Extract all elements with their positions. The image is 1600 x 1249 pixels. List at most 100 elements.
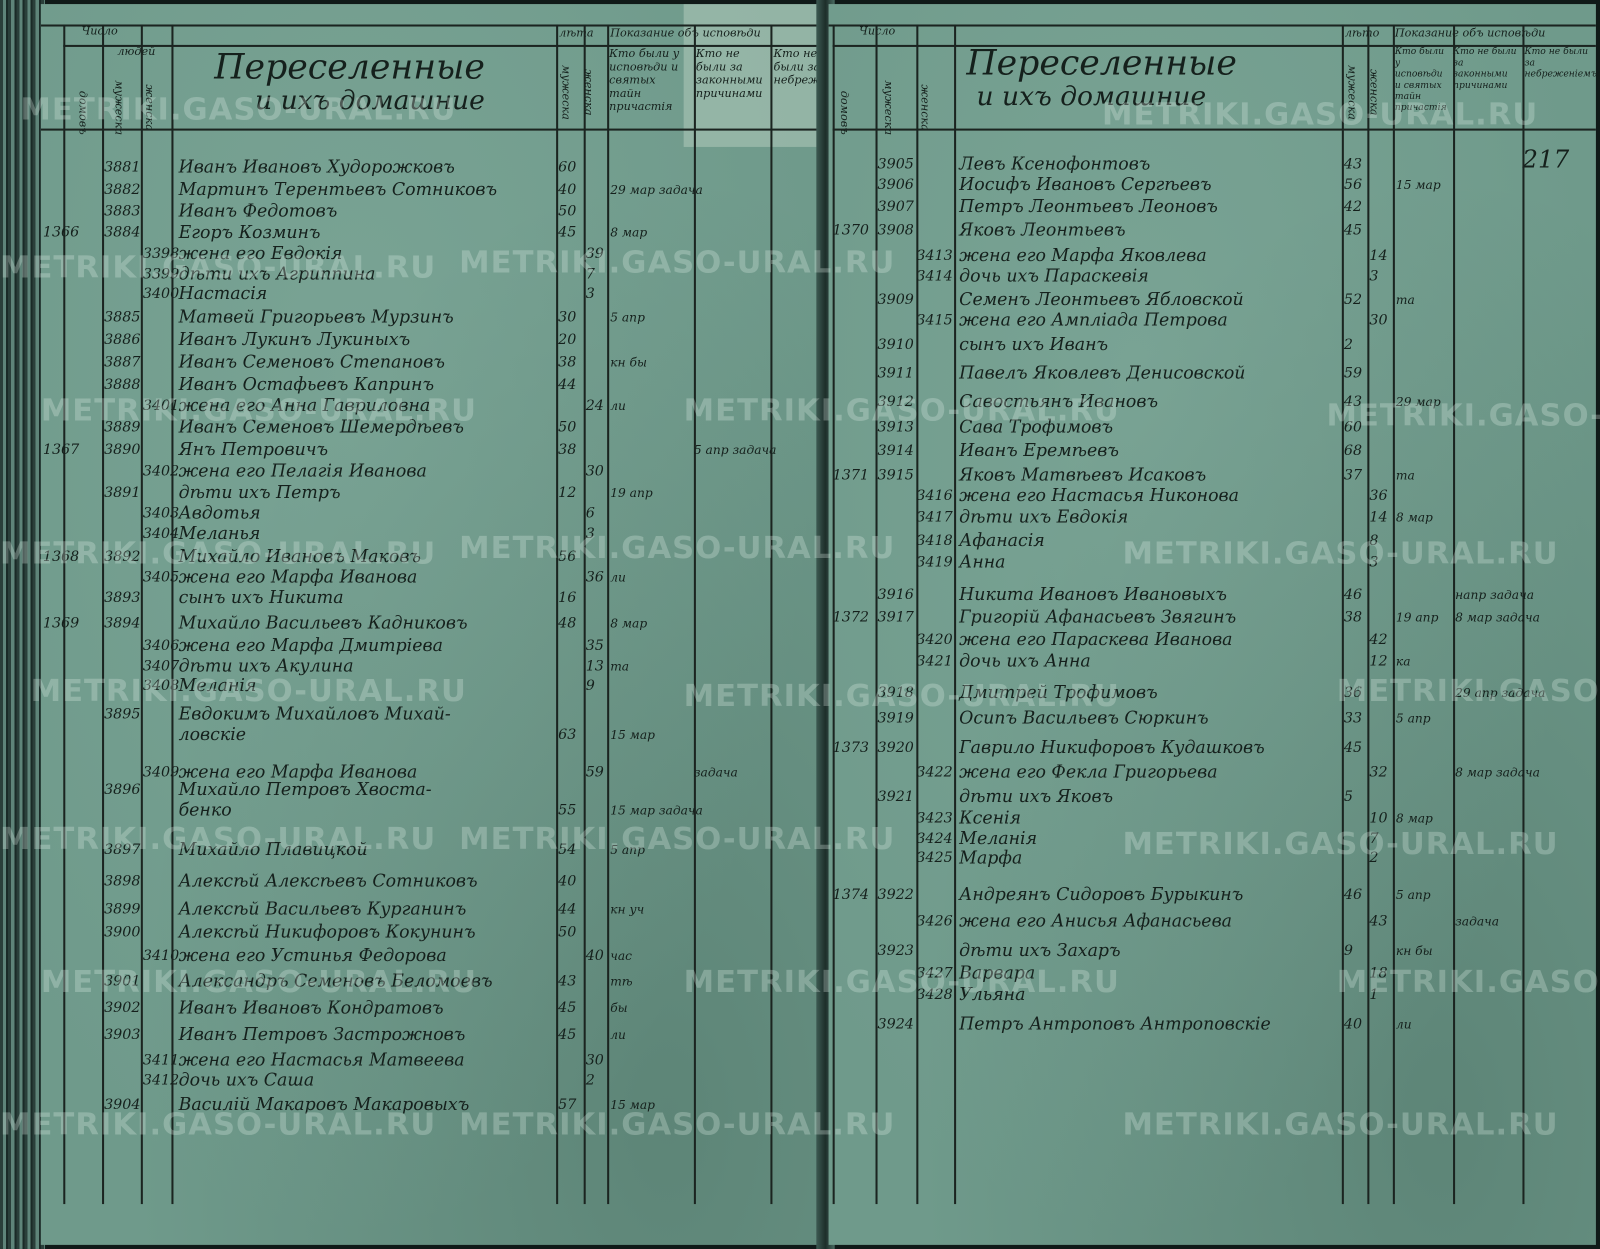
person-name: дочь ихъ Анна (959, 651, 1091, 672)
age-female: 1 (1369, 986, 1379, 1004)
female-register-number: 3420 (916, 631, 953, 648)
header-people: людей (117, 44, 156, 59)
header-rule (828, 24, 1596, 27)
confession-note: 15 мар задача (610, 803, 703, 818)
female-register-number: 3414 (916, 268, 953, 285)
female-register-number: 3427 (916, 965, 953, 982)
age-male: 46 (1343, 886, 1363, 904)
header-count: Число (859, 24, 896, 38)
male-register-number: 3885 (104, 309, 141, 326)
absence-note: задача (693, 765, 738, 780)
absence-note: 29 апр задача (1455, 685, 1546, 700)
absence-note: 5 апр задача (693, 442, 777, 458)
person-name: жена его Настасья Никонова (959, 485, 1239, 507)
age-male: 57 (558, 1096, 577, 1114)
household-number: 1370 (832, 222, 870, 239)
male-register-number: 3884 (104, 224, 141, 241)
person-name: Авдотья (178, 503, 261, 524)
header-male: мужеска (882, 80, 896, 136)
left-page-title: Переселенные (214, 46, 485, 88)
male-register-number: 3920 (877, 739, 914, 757)
header-rule (832, 128, 1596, 131)
age-male: 44 (558, 901, 577, 918)
person-name: Михайло Плавицкой (178, 839, 368, 861)
confession-note: 5 апр (1395, 887, 1431, 903)
right-page-subtitle: и ихъ домашние (976, 81, 1207, 113)
person-name: Гаврило Никифоровъ Кудашковъ (959, 737, 1265, 759)
person-name: Дмитрей Трофимовъ (959, 682, 1158, 704)
confession-note: ли (1395, 1017, 1412, 1032)
person-name: Анна (959, 552, 1006, 573)
confession-note: 29 мар (1395, 394, 1441, 410)
person-name: Иванъ Остафьевъ Капринъ (178, 374, 435, 395)
page-edges (0, 0, 45, 1249)
female-register-number: 3403 (142, 505, 180, 522)
female-register-number: 3428 (916, 986, 953, 1004)
person-name: Афанасія (959, 530, 1045, 552)
confession-note: та (1395, 468, 1415, 483)
confession-note: 15 мар (610, 1097, 655, 1113)
age-male: 56 (558, 548, 577, 566)
person-name: жена его Анисья Афанасьева (959, 911, 1233, 932)
person-name: Меланія (959, 828, 1038, 849)
age-male: 40 (558, 873, 577, 890)
person-name: Меланія (178, 675, 257, 696)
male-register-number: 3907 (877, 198, 914, 216)
header-testimony: Показание объ исповѣди (1394, 26, 1546, 40)
male-register-number: 3916 (877, 586, 914, 604)
person-name: Павелъ Яковлевъ Денисовской (959, 363, 1246, 384)
column-rule (556, 24, 558, 1205)
age-male: 40 (558, 181, 577, 198)
age-female: 42 (1369, 631, 1388, 648)
age-female: 10 (1369, 810, 1388, 827)
folio-number: 217 (1522, 144, 1570, 174)
female-register-number: 3425 (916, 849, 953, 867)
person-name: жена его Параскева Иванова (959, 629, 1233, 650)
male-register-number: 3912 (877, 393, 914, 411)
male-register-number: 3892 (104, 548, 141, 566)
person-name: Яковъ Матвѣевъ Исаковъ (959, 465, 1207, 486)
confession-note: 5 апр (610, 310, 645, 325)
person-name: дочь ихъ Параскевія (959, 266, 1149, 287)
person-name: сынъ ихъ Никита (178, 587, 344, 609)
male-register-number: 3924 (877, 1016, 914, 1033)
person-name: жена его Ампліада Петрова (959, 310, 1228, 331)
male-register-number: 3922 (877, 886, 914, 904)
person-name: Матвей Григорьевъ Мурзинъ (178, 307, 454, 328)
male-register-number: 3881 (104, 159, 141, 176)
male-register-number: 3890 (104, 441, 141, 459)
male-register-number: 3895 (104, 706, 141, 723)
person-name: Алексѣй Алексѣевъ Сотниковъ (178, 871, 478, 892)
header-rule (40, 128, 825, 131)
person-name: Иванъ Ивановъ Кондратовъ (178, 997, 444, 1019)
age-male: 16 (558, 589, 577, 607)
person-name: ловскіе (178, 724, 247, 745)
confession-note: ли (610, 398, 626, 414)
male-register-number: 3897 (104, 841, 141, 859)
confession-note: ка (1395, 654, 1411, 669)
person-name: Иванъ Федотовъ (178, 201, 338, 222)
person-name: жена его Марфа Иванова (178, 762, 418, 783)
male-register-number: 3917 (877, 609, 914, 626)
female-register-number: 3404 (142, 525, 180, 542)
column-rule (1392, 24, 1395, 1205)
male-register-number: 3908 (877, 222, 914, 239)
column-rule (1522, 24, 1524, 1205)
absence-note: 8 мар задача (1455, 610, 1540, 625)
male-register-number: 3887 (104, 354, 141, 371)
person-name: Иванъ Ивановъ Худорожковъ (178, 157, 455, 178)
person-name: Левъ Ксенофонтовъ (959, 154, 1151, 175)
age-female: 36 (1369, 487, 1388, 505)
header-count: Число (81, 24, 118, 38)
female-register-number: 3402 (142, 463, 180, 480)
household-number: 1367 (42, 441, 80, 459)
age-male: 56 (1343, 176, 1363, 193)
male-register-number: 3915 (877, 467, 914, 484)
female-register-number: 3415 (916, 312, 953, 329)
male-register-number: 3889 (104, 419, 141, 436)
person-name: Семенъ Леонтьевъ Ябловской (959, 289, 1244, 311)
male-register-number: 3913 (877, 419, 914, 436)
person-name: дѣти ихъ Захаръ (959, 940, 1121, 962)
confession-note: 15 мар (1395, 177, 1441, 192)
watermark: METRIKI.GASO-URAL.RU (20, 91, 457, 128)
